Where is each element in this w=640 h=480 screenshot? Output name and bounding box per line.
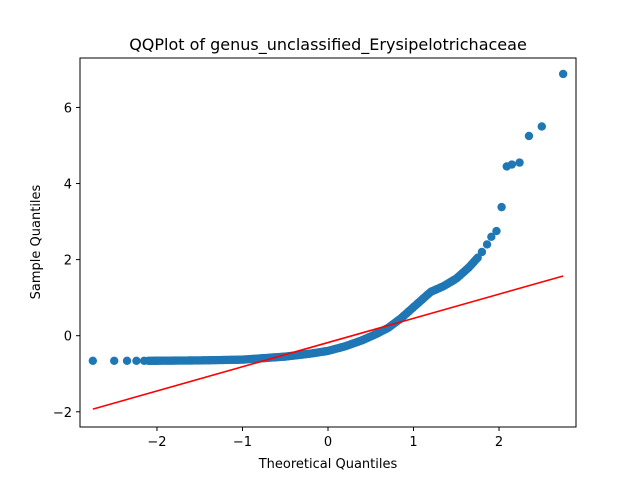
y-axis-label: Sample Quantiles xyxy=(29,184,44,299)
data-point xyxy=(88,356,98,366)
data-point xyxy=(558,69,568,79)
x-tick-label: 2 xyxy=(495,435,503,450)
data-point xyxy=(515,158,524,167)
data-point xyxy=(507,160,517,169)
y-tick-label: 0 xyxy=(64,330,72,345)
y-tick-label: 2 xyxy=(64,254,72,269)
data-point xyxy=(122,356,132,366)
data-point xyxy=(537,122,546,131)
y-tick-label: −2 xyxy=(53,406,72,421)
data-point xyxy=(110,356,119,366)
data-point xyxy=(132,356,141,366)
x-tick-label: 1 xyxy=(409,435,417,450)
x-tick-label: −2 xyxy=(147,435,166,450)
data-point xyxy=(497,202,506,212)
x-tick-label: 0 xyxy=(324,435,332,450)
data-point xyxy=(482,240,492,249)
data-point xyxy=(524,131,534,141)
y-axis-ticks: −2 0 2 4 6 xyxy=(53,101,80,421)
chart-title: QQPlot of genus_unclassified_Erysipelotr… xyxy=(129,35,527,55)
data-point xyxy=(487,232,496,241)
x-tick-label: −1 xyxy=(233,435,252,450)
reference-line xyxy=(92,275,564,410)
data-point xyxy=(477,247,487,257)
y-tick-label: 4 xyxy=(64,178,72,193)
data-point xyxy=(473,253,482,262)
plot-area xyxy=(88,69,568,410)
x-axis-label: Theoretical Quantiles xyxy=(258,457,398,472)
data-point xyxy=(492,226,501,236)
x-axis-ticks: −2 −1 0 1 2 xyxy=(147,427,503,450)
y-tick-label: 6 xyxy=(64,101,72,116)
